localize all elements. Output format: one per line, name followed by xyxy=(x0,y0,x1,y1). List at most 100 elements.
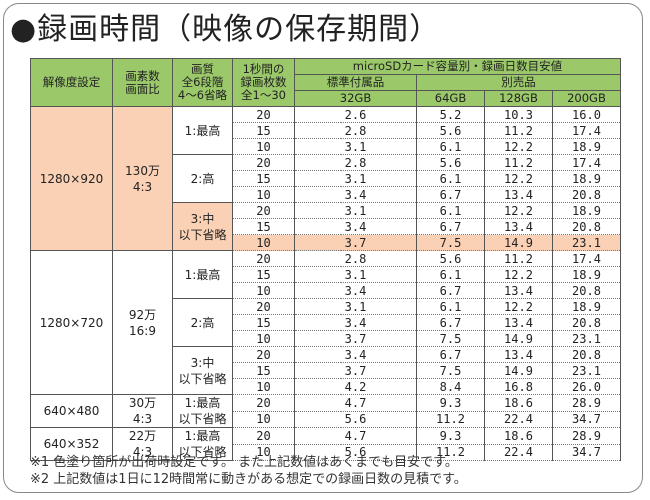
resolution-cell: 1280×920 xyxy=(30,106,113,251)
days-200gb: 18.9 xyxy=(552,170,621,187)
header-64gb: 64GB xyxy=(416,90,485,107)
days-128gb: 12.2 xyxy=(484,266,553,283)
table-row: 640×480 30万 4:3 1:最高 以下省略 20 4.7 9.3 18.6 … xyxy=(30,394,621,428)
days-200gb: 28.9 xyxy=(552,427,621,445)
days-32gb: 3.7 xyxy=(294,330,417,347)
fps-cell: 15 xyxy=(232,314,295,331)
days-64gb: 6.1 xyxy=(416,266,485,283)
days-128gb: 14.9 xyxy=(484,330,553,347)
days-200gb: 18.9 xyxy=(552,298,621,315)
fps-cell: 20 xyxy=(232,346,295,363)
days-128gb: 12.2 xyxy=(484,298,553,315)
days-32gb: 3.1 xyxy=(294,266,417,283)
footnotes: ※1 色塗り箇所が出荷時設定です。 また上記数値はあくまでも目安です。 ※2 上… xyxy=(30,454,467,488)
days-200gb: 20.8 xyxy=(552,346,621,363)
days-200gb: 23.1 xyxy=(552,330,621,347)
fps-cell: 10 xyxy=(232,282,295,299)
days-64gb: 6.7 xyxy=(416,218,485,235)
days-200gb: 18.9 xyxy=(552,266,621,283)
days-32gb: 2.6 xyxy=(294,106,417,123)
days-200gb: 18.9 xyxy=(552,202,621,219)
quality-cell: 2:高 xyxy=(172,298,233,347)
table-row: 15 2.8 5.6 11.2 17.4 xyxy=(31,122,621,139)
days-200gb: 17.4 xyxy=(552,154,621,171)
days-128gb: 18.6 xyxy=(484,394,553,412)
table-row: 3:中 以下省略 20 3.4 6.7 13.4 20.8 xyxy=(31,346,621,395)
days-200gb: 34.7 xyxy=(552,410,621,428)
header-fps: 1秒間の 録画枚数 全1～30 xyxy=(232,58,295,107)
days-200gb: 26.0 xyxy=(552,378,621,395)
days-128gb: 14.9 xyxy=(484,362,553,379)
pixels-cell: 92万 16:9 xyxy=(112,250,173,395)
fps-cell: 20 xyxy=(232,202,295,219)
days-32gb: 3.7 xyxy=(294,362,417,379)
days-32gb: 5.6 xyxy=(294,443,417,461)
days-200gb: 20.8 xyxy=(552,186,621,203)
header-standard: 標準付属品 xyxy=(294,74,417,91)
days-200gb: 20.8 xyxy=(552,218,621,235)
pixels-cell: 30万 4:3 xyxy=(112,394,173,428)
days-64gb: 5.6 xyxy=(416,154,485,171)
table-row: 10 4.2 8.4 16.8 26.0 xyxy=(31,378,621,395)
table-row: 10 5.6 11.2 22.4 34.7 xyxy=(31,443,621,461)
pixels-cell: 130万 4:3 xyxy=(112,106,173,251)
days-64gb: 6.1 xyxy=(416,138,485,155)
table-row: 15 3.1 6.1 12.2 18.9 xyxy=(31,170,621,187)
days-32gb: 4.2 xyxy=(294,378,417,395)
days-32gb: 3.1 xyxy=(294,170,417,187)
days-32gb: 5.6 xyxy=(294,410,417,428)
table-row: 15 3.4 6.7 13.4 20.8 xyxy=(31,314,621,331)
days-200gb: 23.1 xyxy=(552,362,621,379)
days-32gb: 3.1 xyxy=(294,138,417,155)
header-128gb: 128GB xyxy=(484,90,553,107)
fps-cell: 15 xyxy=(232,362,295,379)
days-64gb: 7.5 xyxy=(416,330,485,347)
fps-cell: 15 xyxy=(232,218,295,235)
days-32gb: 2.8 xyxy=(294,122,417,139)
days-128gb: 11.2 xyxy=(484,250,553,267)
table-row-default: 10 3.7 7.5 14.9 23.1 xyxy=(31,234,621,251)
days-64gb: 6.1 xyxy=(416,170,485,187)
quality-cell: 3:中 以下省略 xyxy=(172,202,233,251)
resolution-cell: 640×480 xyxy=(30,394,113,428)
table-row: 2:高 20 2.8 5.6 11.2 17.4 xyxy=(31,154,621,203)
days-32gb: 3.4 xyxy=(294,186,417,203)
resolution-cell: 640×352 xyxy=(30,427,113,461)
days-64gb: 6.1 xyxy=(416,202,485,219)
days-200gb: 34.7 xyxy=(552,443,621,461)
days-128gb: 22.4 xyxy=(484,410,553,428)
days-200gb: 20.8 xyxy=(552,282,621,299)
days-128gb: 16.8 xyxy=(484,378,553,395)
days-128gb: 13.4 xyxy=(484,346,553,363)
fps-cell: 10 xyxy=(232,330,295,347)
days-128gb: 12.2 xyxy=(484,170,553,187)
days-128gb: 12.2 xyxy=(484,202,553,219)
recording-time-table: 解像度設定 画素数 画面比 画質 全6段階 4～6省略 1秒間の 録画枚数 全1～30 m… xyxy=(30,58,621,461)
days-32gb: 3.4 xyxy=(294,218,417,235)
days-64gb: 8.4 xyxy=(416,378,485,395)
table-row: 10 3.7 7.5 14.9 23.1 xyxy=(31,330,621,347)
days-128gb: 12.2 xyxy=(484,138,553,155)
fps-cell: 20 xyxy=(232,427,295,445)
days-200gb: 16.0 xyxy=(552,106,621,123)
days-32gb: 3.4 xyxy=(294,314,417,331)
table-row: 10 5.6 11.2 22.4 34.7 xyxy=(31,410,621,428)
quality-cell: 1:最高 以下省略 xyxy=(172,427,233,461)
fps-cell: 10 xyxy=(232,186,295,203)
days-32gb: 3.4 xyxy=(294,282,417,299)
fps-cell: 20 xyxy=(232,298,295,315)
days-64gb: 7.5 xyxy=(416,234,485,251)
table-row: 2:高 20 3.1 6.1 12.2 18.9 xyxy=(31,298,621,347)
days-64gb: 5.6 xyxy=(416,250,485,267)
days-32gb: 3.4 xyxy=(294,346,417,363)
days-32gb: 3.7 xyxy=(294,234,417,251)
days-128gb: 10.3 xyxy=(484,106,553,123)
fps-cell: 20 xyxy=(232,154,295,171)
fps-cell: 15 xyxy=(232,266,295,283)
days-128gb: 13.4 xyxy=(484,218,553,235)
table-row: 1280×720 92万 16:9 1:最高 20 2.8 5.6 11.2 17… xyxy=(30,250,621,395)
days-64gb: 9.3 xyxy=(416,427,485,445)
fps-cell: 10 xyxy=(232,378,295,395)
header-quality: 画質 全6段階 4～6省略 xyxy=(172,58,233,107)
days-128gb: 11.2 xyxy=(484,154,553,171)
